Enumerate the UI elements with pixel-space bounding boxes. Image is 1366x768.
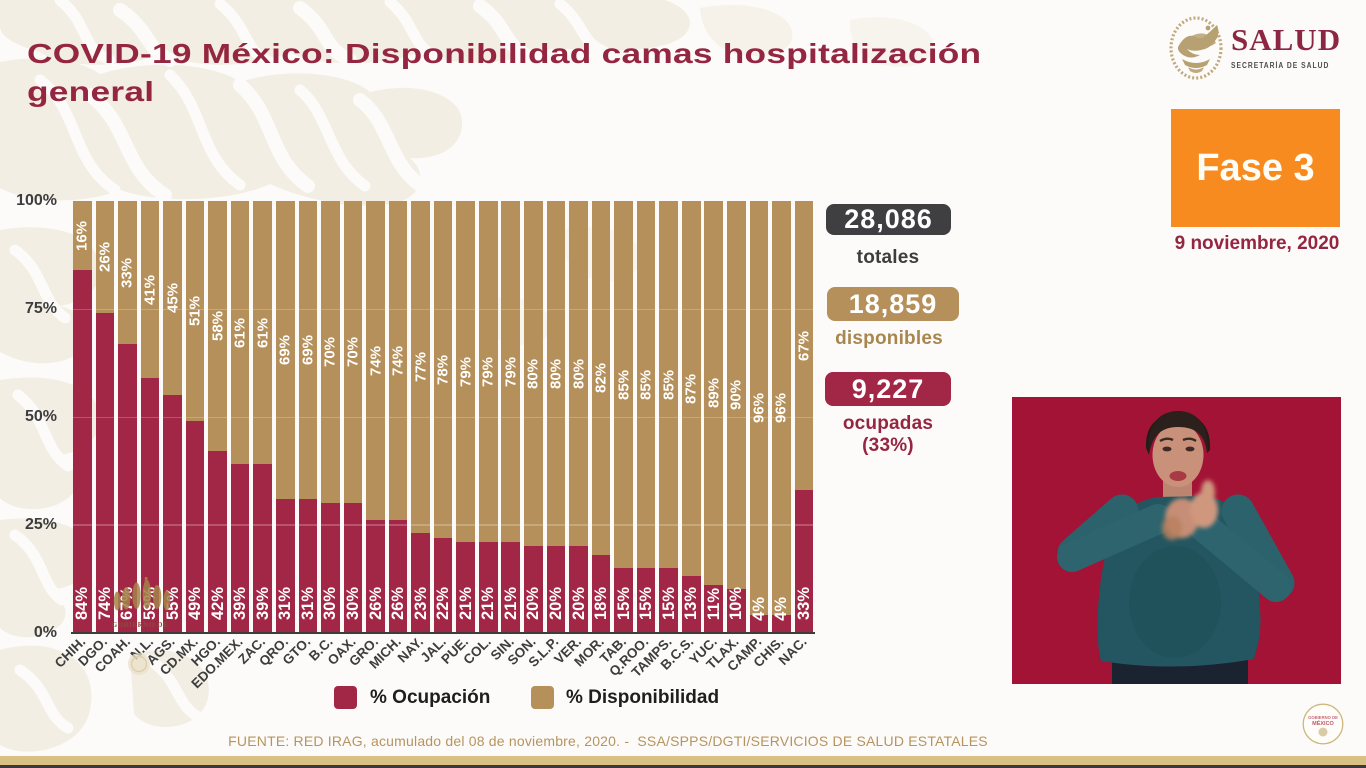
svg-text:GOBIERNO DE: GOBIERNO DE: [1308, 715, 1338, 720]
svg-text:MÉXICO: MÉXICO: [1312, 719, 1334, 727]
